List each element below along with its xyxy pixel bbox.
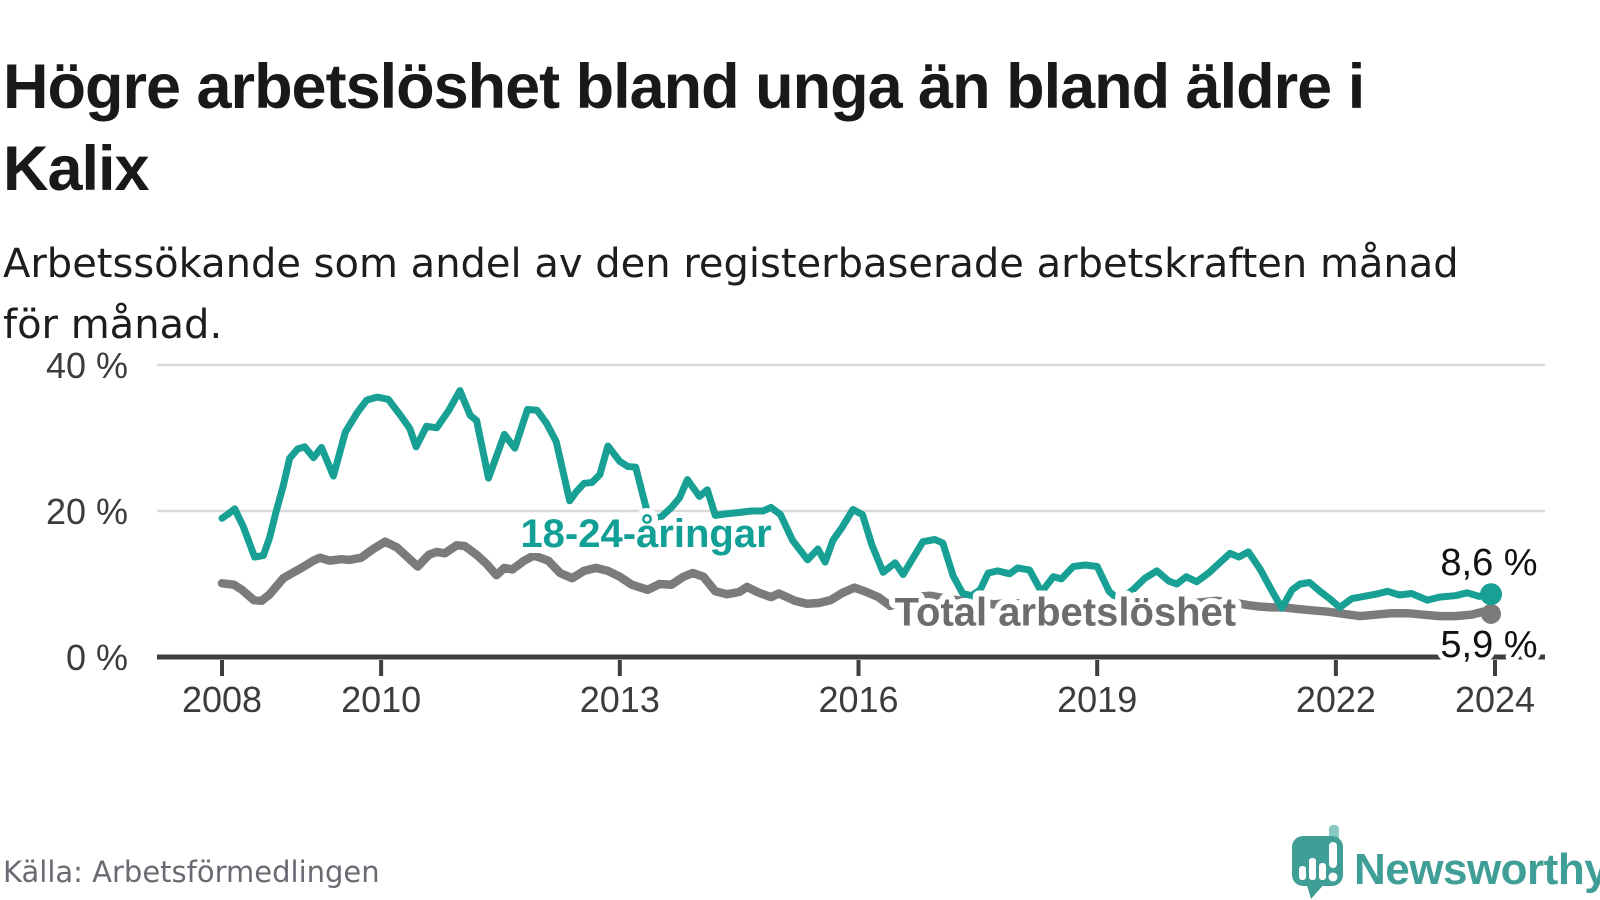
page-title-line1: Högre arbetslöshet bland unga än bland ä…	[3, 52, 1365, 123]
x-tick-label-2008: 2008	[182, 679, 262, 720]
x-tick-label-2019: 2019	[1057, 679, 1137, 720]
speech-bubble-bar-chart-icon	[1292, 825, 1343, 899]
series-label-Total arbetslöshet: Total arbetslöshet	[895, 591, 1237, 635]
newsworthy-logo: Newsworthy	[1284, 822, 1600, 900]
end-value-label-Total arbetslöshet: 5,9 %	[1440, 624, 1537, 666]
chart-subtitle: Arbetssökande som andel av den registerb…	[3, 234, 1563, 356]
page-title-line2: Kalix	[3, 134, 150, 205]
x-tick-label-2013: 2013	[580, 679, 660, 720]
x-tick-label-2024: 2024	[1455, 679, 1535, 720]
chart-subtitle-line1: Arbetssökande som andel av den registerb…	[3, 241, 1459, 287]
line-chart-canvas: 2008 2010 2013 2016 2019 2022 2024 0 % 20 % 40 % T…	[46, 345, 1545, 720]
page-title: Högre arbetslöshet bland unga än bland ä…	[3, 46, 1583, 210]
x-tick-label-2022: 2022	[1296, 679, 1376, 720]
x-tick-label-2016: 2016	[818, 679, 898, 720]
newsworthy-logo-svg: Newsworthy	[1292, 825, 1600, 899]
series-line-Total arbetslöshet	[217, 537, 1496, 621]
series-end-dot-Total arbetslöshet	[1481, 603, 1502, 624]
x-tick-label-2010: 2010	[341, 679, 421, 720]
newsworthy-wordmark: Newsworthy	[1354, 845, 1600, 894]
y-tick-label-0: 0 %	[66, 637, 128, 678]
series-line-18-24-åringar	[218, 387, 1495, 612]
chart-subtitle-line2: för månad.	[3, 302, 223, 348]
end-value-label-18-24-åringar: 8,6 %	[1440, 542, 1537, 584]
y-tick-label-40: 40 %	[46, 345, 128, 386]
series-end-dot-18-24-åringar	[1480, 583, 1503, 606]
source-note: Källa: Arbetsförmedlingen	[3, 855, 380, 889]
series-label-18-24-åringar: 18-24-åringar	[520, 512, 771, 556]
y-tick-label-20: 20 %	[46, 491, 128, 532]
unemployment-line-chart: 2008 2010 2013 2016 2019 2022 2024 0 % 20 % 40 % T…	[0, 330, 1600, 750]
